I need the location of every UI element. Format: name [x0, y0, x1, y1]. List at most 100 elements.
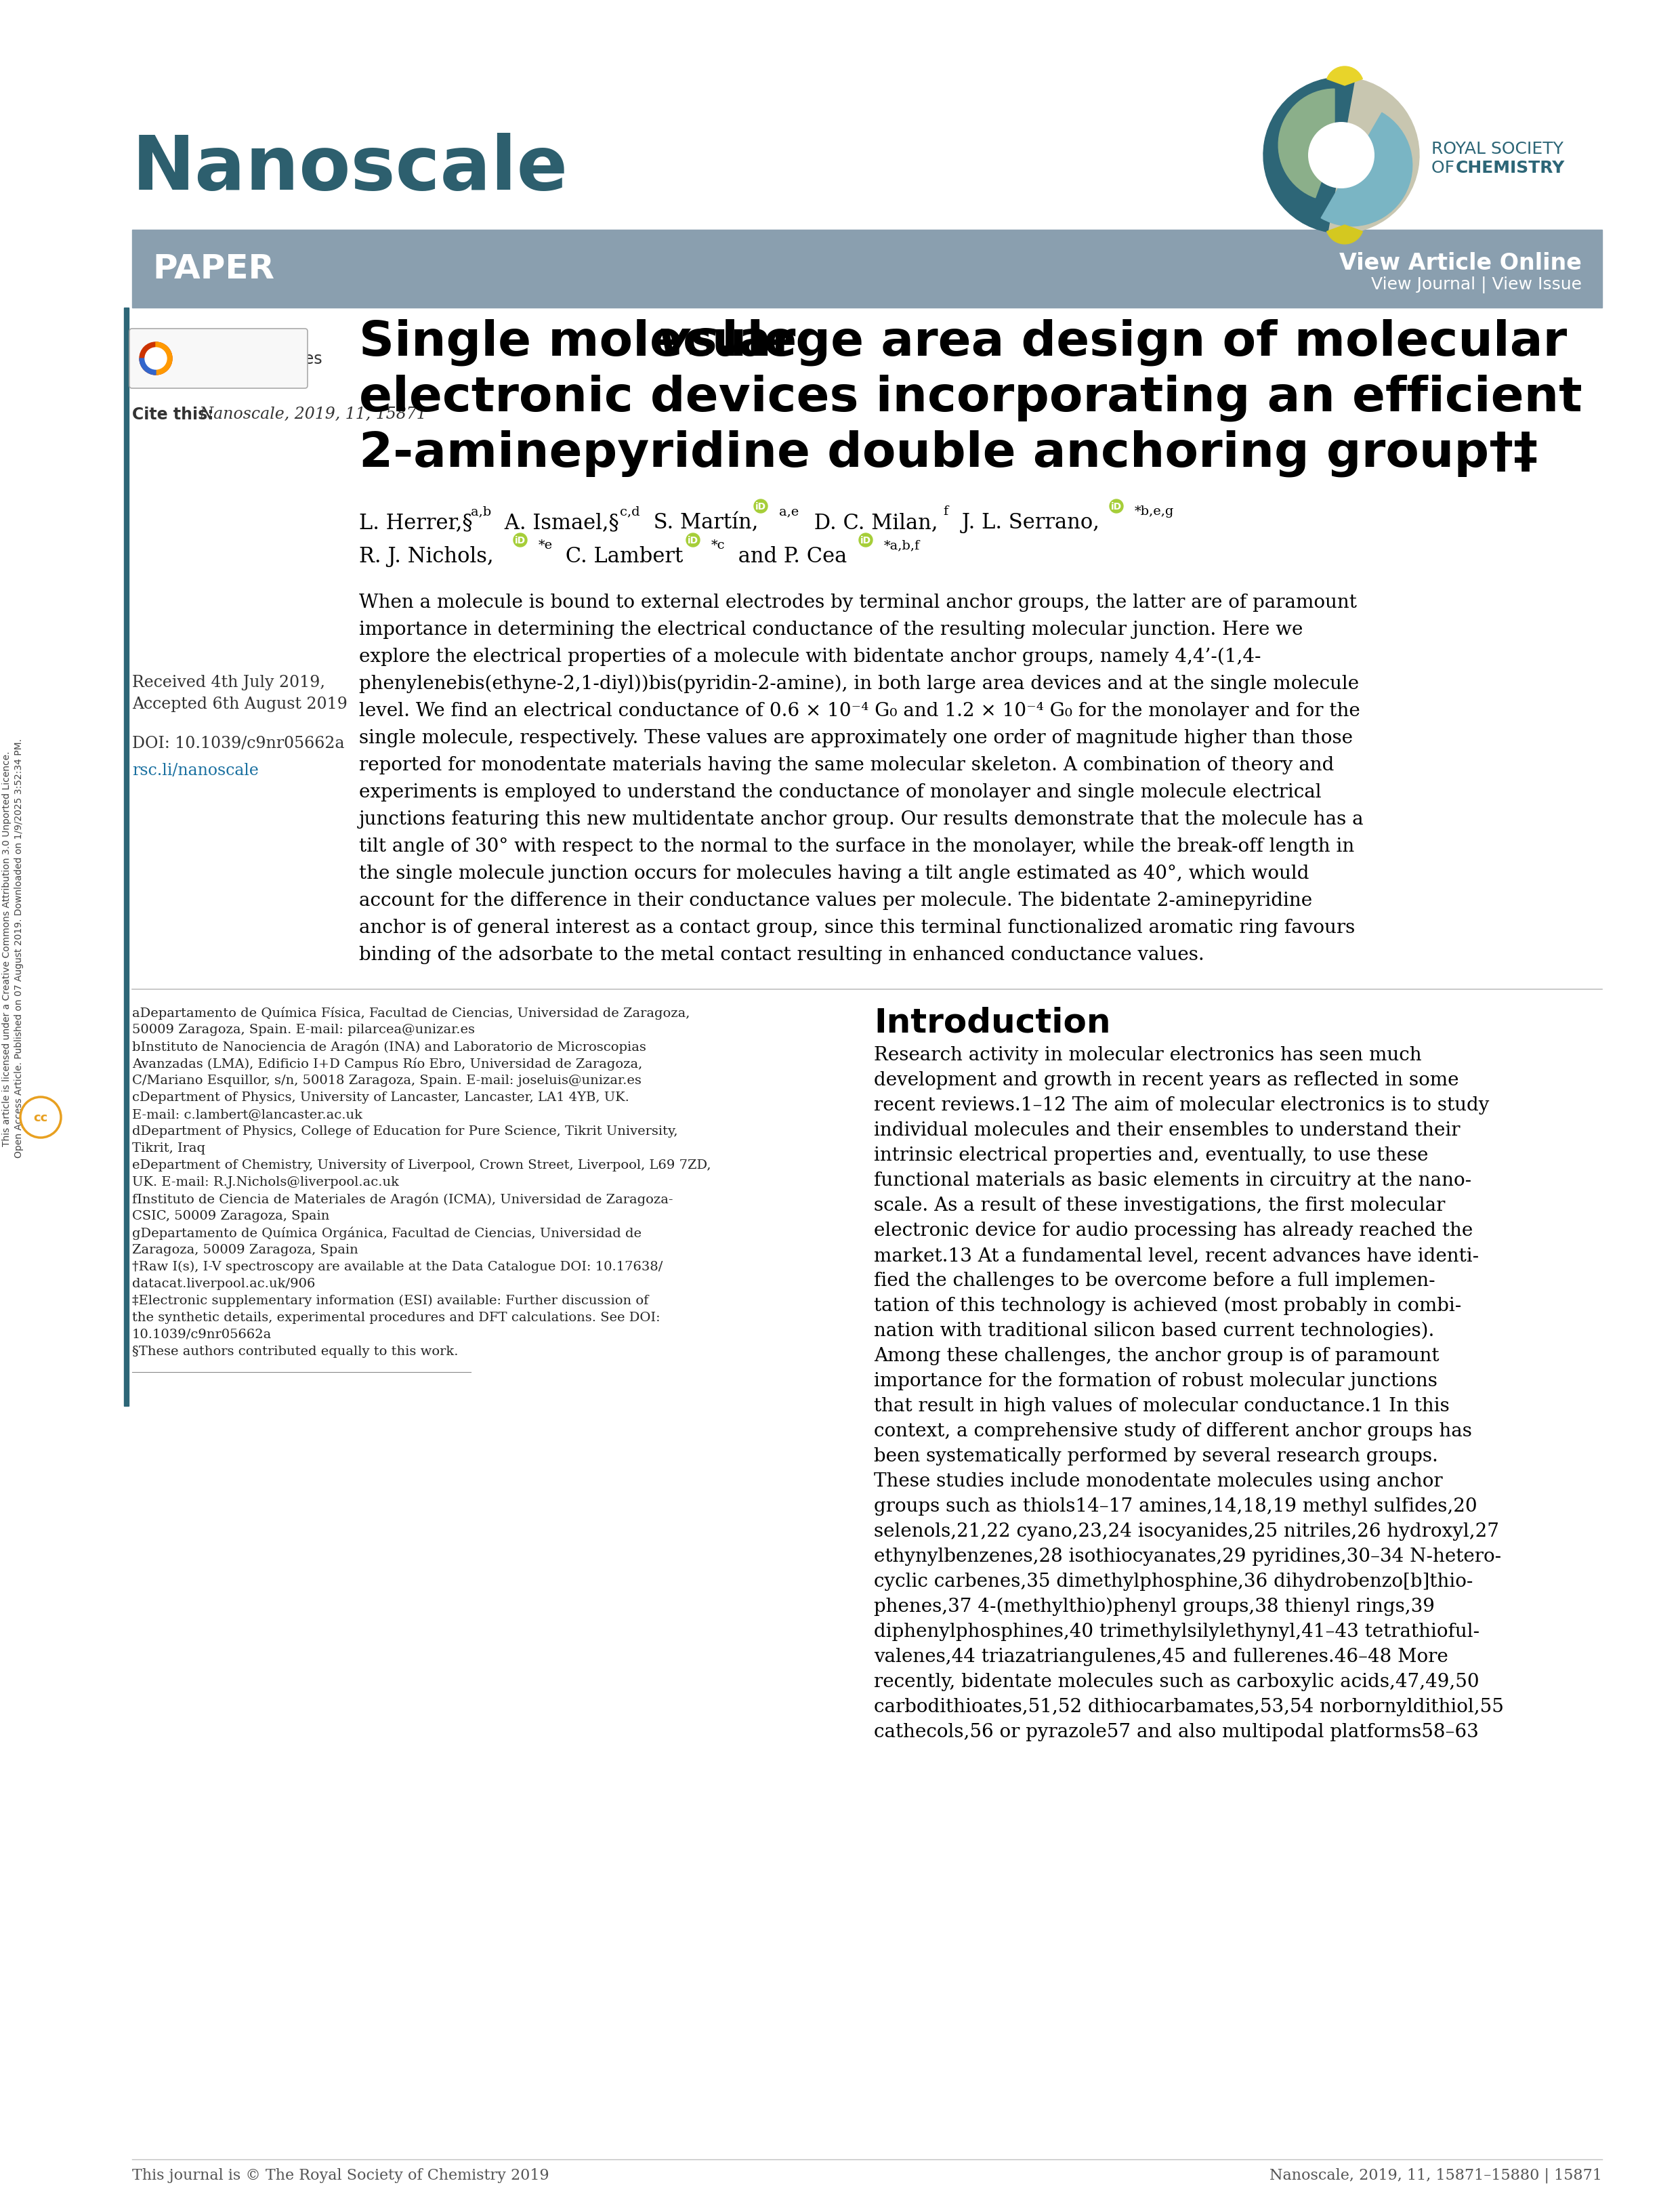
Text: *c: *c [711, 539, 726, 552]
Text: S. Martín,: S. Martín, [647, 513, 758, 532]
Wedge shape [1263, 77, 1354, 233]
Text: tilt angle of 30° with respect to the normal to the surface in the monolayer, wh: tilt angle of 30° with respect to the no… [360, 838, 1354, 856]
Text: f: f [942, 506, 948, 517]
Wedge shape [1327, 66, 1362, 86]
Text: C/Mariano Esquillor, s/n, 50018 Zaragoza, Spain. E-mail: joseluis@unizar.es: C/Mariano Esquillor, s/n, 50018 Zaragoza… [133, 1074, 642, 1087]
Circle shape [514, 535, 528, 548]
Text: market.13 At a fundamental level, recent advances have identi-: market.13 At a fundamental level, recent… [874, 1247, 1478, 1265]
Text: When a molecule is bound to external electrodes by terminal anchor groups, the l: When a molecule is bound to external ele… [360, 594, 1357, 612]
Text: that result in high values of molecular conductance.1 In this: that result in high values of molecular … [874, 1397, 1450, 1415]
FancyBboxPatch shape [129, 330, 307, 389]
Circle shape [858, 535, 872, 548]
Text: phenes,37 4-(methylthio)phenyl groups,38 thienyl rings,39: phenes,37 4-(methylthio)phenyl groups,38… [874, 1597, 1435, 1615]
Text: intrinsic electrical properties and, eventually, to use these: intrinsic electrical properties and, eve… [874, 1146, 1428, 1164]
Text: development and growth in recent years as reflected in some: development and growth in recent years a… [874, 1071, 1458, 1089]
Text: CHEMISTRY: CHEMISTRY [1457, 161, 1566, 176]
Text: *e: *e [539, 539, 553, 552]
Text: cathecols,56 or pyrazole57 and also multipodal platforms58–63: cathecols,56 or pyrazole57 and also mult… [874, 1723, 1478, 1740]
Text: and P. Cea: and P. Cea [731, 546, 847, 568]
Text: DOI: 10.1039/c9nr05662a: DOI: 10.1039/c9nr05662a [133, 735, 344, 750]
Circle shape [754, 499, 768, 513]
Text: c,d: c,d [620, 506, 640, 517]
Text: Zaragoza, 50009 Zaragoza, Spain: Zaragoza, 50009 Zaragoza, Spain [133, 1243, 358, 1256]
Circle shape [144, 348, 166, 370]
Text: ROYAL SOCIETY: ROYAL SOCIETY [1431, 141, 1564, 156]
Text: explore the electrical properties of a molecule with bidentate anchor groups, na: explore the electrical properties of a m… [360, 647, 1262, 667]
Wedge shape [1327, 79, 1420, 233]
Text: Open Access Article. Published on 07 August 2019. Downloaded on 1/9/2025 3:52:34: Open Access Article. Published on 07 Aug… [13, 739, 24, 1157]
Text: Cite this:: Cite this: [133, 407, 213, 422]
Text: single molecule, respectively. These values are approximately one order of magni: single molecule, respectively. These val… [360, 728, 1352, 748]
Text: Introduction: Introduction [874, 1008, 1110, 1038]
Text: valenes,44 triazatriangulenes,45 and fullerenes.46–48 More: valenes,44 triazatriangulenes,45 and ful… [874, 1648, 1448, 1665]
Circle shape [1309, 123, 1374, 189]
Text: recently, bidentate molecules such as carboxylic acids,47,49,50: recently, bidentate molecules such as ca… [874, 1672, 1478, 1690]
Text: ethynylbenzenes,28 isothiocyanates,29 pyridines,30–34 N-hetero-: ethynylbenzenes,28 isothiocyanates,29 py… [874, 1547, 1502, 1566]
Text: account for the difference in their conductance values per molecule. The bidenta: account for the difference in their cond… [360, 891, 1312, 909]
Text: cDepartment of Physics, University of Lancaster, Lancaster, LA1 4YB, UK.: cDepartment of Physics, University of La… [133, 1091, 630, 1104]
Text: †Raw I(s), I-V spectroscopy are available at the Data Catalogue DOI: 10.17638/: †Raw I(s), I-V spectroscopy are availabl… [133, 1261, 664, 1274]
Text: *b,e,g: *b,e,g [1134, 506, 1174, 517]
Text: Among these challenges, the anchor group is of paramount: Among these challenges, the anchor group… [874, 1346, 1440, 1364]
Text: iD: iD [687, 537, 699, 546]
Text: PAPER: PAPER [153, 253, 274, 286]
Text: 2-aminepyridine double anchoring group†‡: 2-aminepyridine double anchoring group†‡ [360, 429, 1537, 477]
Wedge shape [1320, 114, 1413, 227]
Text: a,b: a,b [470, 506, 491, 517]
Text: This article is licensed under a Creative Commons Attribution 3.0 Unported Licen: This article is licensed under a Creativ… [2, 750, 12, 1146]
Text: L. Herrer,§: L. Herrer,§ [360, 513, 472, 532]
Wedge shape [1327, 227, 1362, 244]
Text: datacat.liverpool.ac.uk/906: datacat.liverpool.ac.uk/906 [133, 1278, 316, 1289]
Text: a,e: a,e [780, 506, 800, 517]
Text: Accepted 6th August 2019: Accepted 6th August 2019 [133, 697, 348, 713]
Wedge shape [139, 359, 156, 376]
Text: groups such as thiols14–17 amines,14,18,19 methyl sulfides,20: groups such as thiols14–17 amines,14,18,… [874, 1496, 1477, 1516]
Text: fInstituto de Ciencia de Materiales de Aragón (ICMA), Universidad de Zaragoza-: fInstituto de Ciencia de Materiales de A… [133, 1192, 674, 1206]
Text: This journal is © The Royal Society of Chemistry 2019: This journal is © The Royal Society of C… [133, 2167, 549, 2182]
Text: electronic device for audio processing has already reached the: electronic device for audio processing h… [874, 1221, 1473, 1239]
Circle shape [1109, 499, 1124, 513]
Text: selenols,21,22 cyano,23,24 isocyanides,25 nitriles,26 hydroxyl,27: selenols,21,22 cyano,23,24 isocyanides,2… [874, 1522, 1499, 1540]
Text: the single molecule junction occurs for molecules having a tilt angle estimated : the single molecule junction occurs for … [360, 865, 1309, 882]
Text: Nanoscale, 2019, 11, 15871: Nanoscale, 2019, 11, 15871 [195, 407, 427, 422]
Text: cyclic carbenes,35 dimethylphosphine,36 dihydrobenzo[b]thio-: cyclic carbenes,35 dimethylphosphine,36 … [874, 1573, 1473, 1591]
Text: OF: OF [1431, 161, 1460, 176]
Text: View Article Online: View Article Online [1339, 253, 1583, 275]
Text: §These authors contributed equally to this work.: §These authors contributed equally to th… [133, 1344, 459, 1357]
Text: junctions featuring this new multidentate anchor group. Our results demonstrate : junctions featuring this new multidentat… [360, 810, 1364, 829]
Text: Nanoscale, 2019, 11, 15871–15880 | 15871: Nanoscale, 2019, 11, 15871–15880 | 15871 [1270, 2167, 1603, 2182]
Text: Check for updates: Check for updates [176, 350, 323, 367]
Text: individual molecules and their ensembles to understand their: individual molecules and their ensembles… [874, 1122, 1460, 1140]
Text: level. We find an electrical conductance of 0.6 × 10⁻⁴ G₀ and 1.2 × 10⁻⁴ G₀ for : level. We find an electrical conductance… [360, 702, 1361, 719]
Text: been systematically performed by several research groups.: been systematically performed by several… [874, 1448, 1438, 1465]
Text: fied the challenges to be overcome before a full implemen-: fied the challenges to be overcome befor… [874, 1272, 1435, 1289]
Text: E-mail: c.lambert@lancaster.ac.uk: E-mail: c.lambert@lancaster.ac.uk [133, 1109, 363, 1120]
Text: 50009 Zaragoza, Spain. E-mail: pilarcea@unizar.es: 50009 Zaragoza, Spain. E-mail: pilarcea@… [133, 1023, 475, 1036]
Text: iD: iD [1110, 502, 1122, 510]
Text: A. Ismael,§: A. Ismael,§ [497, 513, 618, 532]
Text: electronic devices incorporating an efficient: electronic devices incorporating an effi… [360, 374, 1583, 420]
Text: iD: iD [514, 537, 526, 546]
Text: dDepartment of Physics, College of Education for Pure Science, Tikrit University: dDepartment of Physics, College of Educa… [133, 1124, 677, 1137]
Text: R. J. Nichols,: R. J. Nichols, [360, 546, 494, 568]
Circle shape [139, 343, 171, 376]
Text: UK. E-mail: R.J.Nichols@liverpool.ac.uk: UK. E-mail: R.J.Nichols@liverpool.ac.uk [133, 1175, 400, 1188]
Text: 10.1039/c9nr05662a: 10.1039/c9nr05662a [133, 1329, 272, 1340]
Text: functional materials as basic elements in circuitry at the nano-: functional materials as basic elements i… [874, 1170, 1472, 1190]
Text: J. L. Serrano,: J. L. Serrano, [956, 513, 1099, 532]
Text: nation with traditional silicon based current technologies).: nation with traditional silicon based cu… [874, 1322, 1435, 1340]
Text: phenylenebis(ethyne-2,1-diyl))bis(pyridin-2-amine), in both large area devices a: phenylenebis(ethyne-2,1-diyl))bis(pyridi… [360, 675, 1359, 693]
Text: cc: cc [34, 1111, 47, 1124]
Text: vs.: vs. [657, 319, 738, 365]
Text: rsc.li/nanoscale: rsc.li/nanoscale [133, 763, 259, 779]
Text: These studies include monodentate molecules using anchor: These studies include monodentate molecu… [874, 1472, 1443, 1489]
Bar [124, 308, 129, 1406]
Text: large area design of molecular: large area design of molecular [704, 319, 1567, 365]
Text: View Journal | View Issue: View Journal | View Issue [1371, 277, 1583, 293]
Text: experiments is employed to understand the conductance of monolayer and single mo: experiments is employed to understand th… [360, 783, 1322, 801]
Text: Avanzadas (LMA), Edificio I+D Campus Río Ebro, Universidad de Zaragoza,: Avanzadas (LMA), Edificio I+D Campus Río… [133, 1058, 642, 1069]
Text: eDepartment of Chemistry, University of Liverpool, Crown Street, Liverpool, L69 : eDepartment of Chemistry, University of … [133, 1159, 711, 1170]
Text: Single molecule: Single molecule [360, 319, 813, 365]
Text: CSIC, 50009 Zaragoza, Spain: CSIC, 50009 Zaragoza, Spain [133, 1210, 329, 1221]
Text: importance in determining the electrical conductance of the resulting molecular : importance in determining the electrical… [360, 620, 1304, 638]
